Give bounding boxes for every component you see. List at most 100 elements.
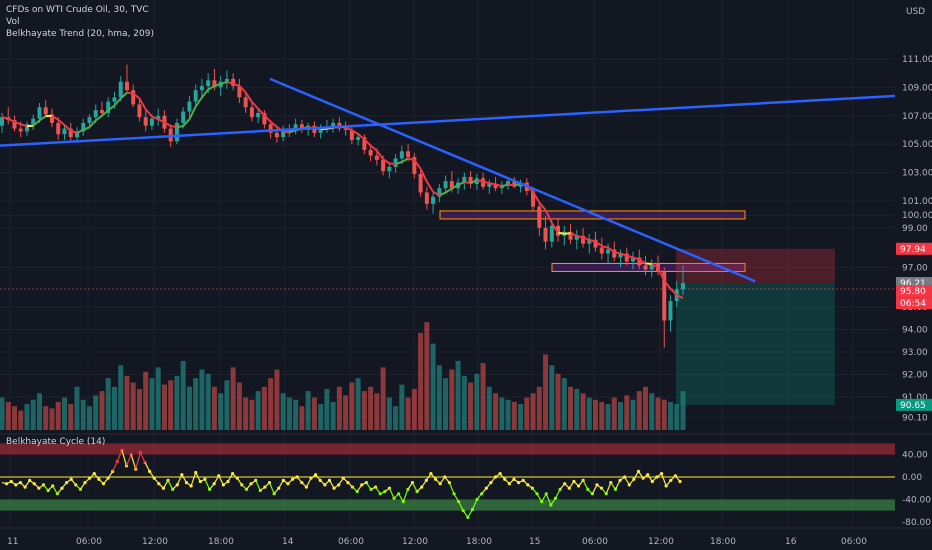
trend-segment [432, 190, 440, 197]
price-tick-label: 94.00 [902, 326, 928, 336]
trend-segment [351, 129, 359, 135]
oscillator-tick-label: -80.00 [902, 518, 931, 528]
trend-segment [263, 114, 272, 123]
volume-bar [18, 410, 24, 430]
candles[interactable] [0, 64, 685, 348]
candle-body [512, 181, 517, 187]
candle-body [356, 137, 361, 140]
candle-body [599, 247, 604, 254]
oscillator-segment [112, 461, 118, 472]
trend-segment [132, 92, 141, 100]
volume-bar [49, 408, 55, 430]
trend-segment [244, 91, 253, 103]
volume-bar [499, 397, 505, 430]
volume-bar [274, 369, 280, 430]
trend-segment [382, 158, 390, 165]
candle-body [499, 185, 504, 189]
candle-body [81, 122, 86, 132]
candle-body [374, 155, 379, 160]
stop-price-tag-text: 97.94 [900, 245, 926, 255]
trend-segment [32, 119, 41, 127]
volume-bar [143, 371, 149, 430]
candle-body [624, 253, 629, 262]
candle-body [362, 137, 367, 150]
volume-bar [655, 397, 661, 430]
candle-body [31, 118, 36, 125]
trend-segment [194, 96, 203, 108]
candle-body [118, 81, 123, 98]
oscillator-segment [471, 499, 478, 510]
candle-body [418, 174, 423, 193]
price-tick-label: 91.00 [902, 393, 928, 403]
volume-bar [405, 397, 411, 430]
trend-segment [157, 118, 165, 124]
candle-body [443, 181, 448, 189]
oscillator-segment [255, 480, 261, 491]
trend-segment [451, 184, 459, 190]
oscillator-segment [388, 487, 395, 499]
countdown-tag-text: 06:54 [900, 299, 926, 309]
price-axis[interactable]: 111.00 109.00 107.00 105.00 103.00 101.00 100.… [896, 55, 932, 423]
indicator-legend: Belkhayate Trend (20, hma, 209) [6, 29, 154, 39]
trend-segment [257, 108, 266, 117]
trend-segment [138, 97, 147, 110]
time-axis[interactable]: 11 06:00 12:00 18:00 14 06:00 12:00 18:00 15 06:0… [7, 537, 867, 547]
trend-segment [651, 263, 659, 269]
trend-segment [425, 181, 434, 193]
candle-body [581, 235, 586, 244]
candle-body [43, 107, 48, 115]
candle-body [468, 176, 473, 184]
volume-bar [474, 373, 480, 430]
candle-body [87, 117, 92, 123]
candle-body [156, 115, 161, 119]
oscillator-segment [268, 482, 275, 495]
trend-segment [57, 118, 66, 126]
candle-body [262, 112, 267, 125]
trend-segment [214, 82, 221, 87]
volume-bar [230, 367, 236, 430]
volume-bar [130, 382, 136, 430]
oscillator-segment [195, 472, 201, 482]
trend-segment [38, 115, 47, 122]
volume-bar [280, 393, 286, 430]
volume-bar [649, 393, 655, 430]
trend-segment [464, 181, 471, 184]
volume-bar [374, 393, 380, 430]
volume-bar [299, 406, 305, 430]
volume-bar [361, 391, 367, 430]
oscillator-segment [660, 473, 667, 487]
volume-bar [5, 401, 11, 430]
candle-body [212, 80, 217, 88]
volume-bar [218, 393, 224, 430]
trendlines[interactable] [0, 77, 896, 283]
volume-bar [336, 386, 342, 430]
volume-bar [555, 373, 561, 430]
volume-bar [93, 395, 99, 430]
trend-segment [170, 125, 178, 129]
oscillator-segment [614, 480, 621, 490]
volume-bar [630, 399, 636, 430]
volume-bar [493, 393, 499, 430]
trend-segment [544, 209, 553, 224]
candle-body [549, 225, 554, 242]
volume-bar [30, 399, 36, 430]
trend-segment [113, 97, 122, 107]
trend-segment [20, 123, 28, 128]
oscillator-segment [144, 462, 151, 472]
volume-bar [168, 380, 174, 430]
trend-segment [144, 108, 153, 118]
candle-body [662, 271, 667, 321]
volume-bar [343, 395, 349, 430]
volume-bar [574, 388, 580, 430]
candle-body [493, 183, 498, 189]
volume-bar [249, 399, 255, 430]
volume-bar [236, 382, 242, 430]
volume-bar [324, 388, 330, 430]
volume-bar [668, 401, 674, 430]
trend-segment [101, 109, 109, 117]
candle-body [143, 117, 148, 126]
price-tick-label: 100.00 [902, 211, 932, 221]
candle-body [124, 81, 129, 91]
volume-bar [430, 343, 436, 430]
